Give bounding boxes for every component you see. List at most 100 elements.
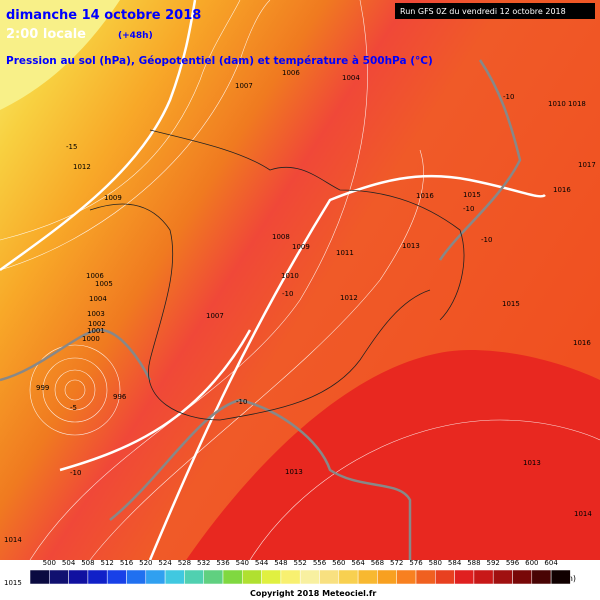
color-label: 516 xyxy=(120,559,134,567)
forecast-offset: (+48h) xyxy=(118,31,153,41)
color-label: 600 xyxy=(525,559,538,567)
geopotential-lines xyxy=(0,0,545,560)
color-label: 596 xyxy=(506,559,520,567)
color-label: 500 xyxy=(43,559,56,567)
color-label: 588 xyxy=(467,559,480,567)
color-cell xyxy=(357,569,378,585)
color-label: 552 xyxy=(294,559,307,567)
pressure-label: 1013 xyxy=(285,468,303,476)
pressure-label: 1016 xyxy=(553,186,571,194)
color-cell xyxy=(299,569,320,585)
isotherms xyxy=(0,59,522,560)
pressure-label: 1006 xyxy=(282,69,300,77)
color-cell xyxy=(492,569,513,585)
pressure-label: 1015 xyxy=(463,191,481,199)
color-cell xyxy=(184,569,204,585)
color-cell xyxy=(396,569,417,585)
color-label: 576 xyxy=(409,559,423,567)
color-cell xyxy=(87,569,108,585)
title: dimanche 14 octobre 2018 xyxy=(6,8,201,23)
pressure-label: -10 xyxy=(236,398,247,406)
warm-area xyxy=(0,0,120,110)
color-cell xyxy=(261,569,282,585)
pressure-label: -10 xyxy=(481,236,492,244)
pressure-label: 996 xyxy=(113,393,127,401)
pressure-label: 1010 1018 xyxy=(548,100,586,108)
pressure-label: 1012 xyxy=(340,294,358,302)
color-cell xyxy=(550,569,571,585)
color-label: 592 xyxy=(487,559,500,567)
coastlines xyxy=(89,129,465,421)
pressure-label: 1016 xyxy=(416,192,434,200)
pressure-label: 1008 xyxy=(272,233,290,241)
pressure-label: 1010 xyxy=(281,272,299,280)
pressure-label: 1005 xyxy=(95,280,113,288)
pressure-label: -10 xyxy=(503,93,514,101)
color-cell xyxy=(377,569,397,585)
color-label: 544 xyxy=(255,559,269,567)
color-cell xyxy=(338,569,359,585)
pressure-label: 1012 xyxy=(73,163,91,171)
pressure-label: 1014 xyxy=(574,510,592,518)
run-info: Run GFS 0Z du vendredi 12 octobre 2018 xyxy=(400,7,566,16)
color-label: 540 xyxy=(236,559,249,567)
pressure-label: 1004 xyxy=(89,295,107,303)
pressure-label: 1017 xyxy=(578,161,596,169)
local-time: 2:00 locale xyxy=(6,27,86,42)
pressure-label: 1001 xyxy=(87,327,105,335)
pressure-label: 1013 xyxy=(402,242,420,250)
pressure-label: -10 xyxy=(70,469,81,477)
color-label: 536 xyxy=(216,559,230,567)
color-cell xyxy=(29,569,50,585)
pressure-label: 1013 xyxy=(523,459,541,467)
pressure-label: 1006 xyxy=(86,272,104,280)
pressure-label: 1014 xyxy=(4,536,22,544)
color-label: 572 xyxy=(390,559,403,567)
pressure-label: 1009 xyxy=(292,243,310,251)
color-cell xyxy=(68,569,89,585)
color-cell xyxy=(49,569,69,585)
pressure-label: 1015 xyxy=(502,300,520,308)
pressure-label: 1011 xyxy=(336,249,354,257)
color-label: 508 xyxy=(81,559,94,567)
color-cell xyxy=(531,569,552,585)
pressure-label: 1007 xyxy=(235,82,253,90)
copyright: Copyright 2018 Meteociel.fr xyxy=(250,589,376,598)
color-label: 584 xyxy=(448,559,462,567)
color-cell xyxy=(512,569,533,585)
color-cell xyxy=(203,569,224,585)
pressure-labels: 1007 1006 1004 -10 1010 1018 -15 1012 1017 1016 1… xyxy=(4,69,596,587)
color-cell xyxy=(454,569,475,585)
color-label: 528 xyxy=(178,559,191,567)
pressure-label: 1009 xyxy=(104,194,122,202)
color-label: 548 xyxy=(274,559,287,567)
color-cell xyxy=(473,569,494,585)
color-cell xyxy=(145,569,166,585)
color-cell xyxy=(319,569,340,585)
color-cell xyxy=(435,569,455,585)
color-label: 580 xyxy=(429,559,442,567)
color-cell xyxy=(106,569,127,585)
color-label: 564 xyxy=(351,559,365,567)
color-cell xyxy=(415,569,436,585)
color-cell xyxy=(222,569,243,585)
color-cell xyxy=(126,569,147,585)
color-label: 556 xyxy=(313,559,327,567)
cold-core-area xyxy=(160,350,600,600)
color-label: 524 xyxy=(158,559,172,567)
pressure-label: 1015 xyxy=(4,579,22,587)
pressure-label: 1002 xyxy=(88,320,106,328)
pressure-label: 1007 xyxy=(206,312,224,320)
color-bar: 500 504 508 512 516 520 524 528 532 536 540 544 548 5… xyxy=(29,559,571,585)
pressure-label: 1004 xyxy=(342,74,360,82)
pressure-label: -10 xyxy=(282,290,293,298)
color-cell xyxy=(164,569,185,585)
color-label: 512 xyxy=(101,559,114,567)
color-label: 504 xyxy=(62,559,76,567)
color-cell xyxy=(280,569,301,585)
pressure-label: -15 xyxy=(66,143,77,151)
pressure-label: 1003 xyxy=(87,310,105,318)
run-box xyxy=(395,3,595,19)
color-label: 560 xyxy=(332,559,345,567)
